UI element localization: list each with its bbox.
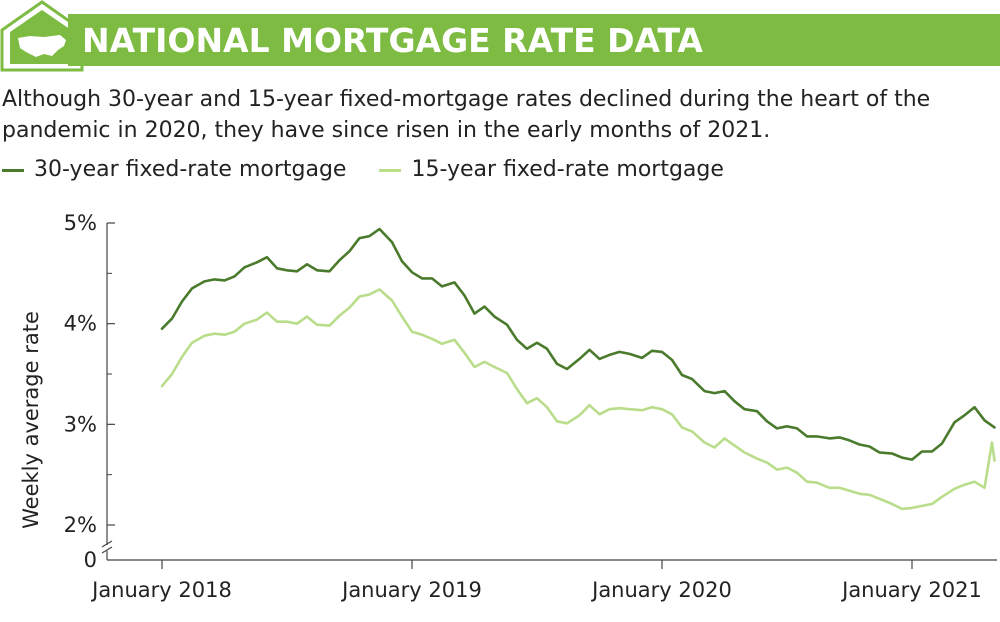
- legend-swatch-15-year: [379, 168, 402, 172]
- legend-label-15-year: 15-year fixed-rate mortgage: [411, 157, 724, 182]
- y-tick-label: 4%: [64, 312, 97, 336]
- chart-series: [160, 227, 996, 511]
- page-title: NATIONAL MORTGAGE RATE DATA: [82, 21, 703, 60]
- y-tick-label: 3%: [64, 412, 97, 436]
- house-logo-svg: [0, 0, 84, 72]
- chart-axes: 2% 3% 4% 5% 0 January 2018 January 2019 January…: [64, 211, 997, 602]
- y-tick-label-zero: 0: [84, 548, 97, 572]
- y-tick-label: 2%: [64, 513, 97, 537]
- title-banner: NATIONAL MORTGAGE RATE DATA: [68, 14, 1000, 66]
- series-line-15-year: [160, 288, 996, 511]
- x-tick-label: January 2018: [90, 578, 232, 602]
- x-tick-label: January 2020: [590, 578, 732, 602]
- legend-label-30-year: 30-year fixed-rate mortgage: [34, 157, 347, 182]
- y-tick-label: 5%: [64, 211, 97, 235]
- series-line-30-year: [160, 227, 996, 461]
- us-map-shape: [18, 35, 66, 57]
- x-tick-label: January 2021: [840, 578, 982, 602]
- y-axis-label: Weekly average rate: [19, 311, 43, 529]
- legend-item-30-year: 30-year fixed-rate mortgage: [2, 157, 346, 182]
- y-axis-break-mark: [101, 540, 113, 548]
- legend-item-15-year: 15-year fixed-rate mortgage: [379, 157, 724, 182]
- chart-subtitle: Although 30-year and 15-year fixed-mortg…: [2, 87, 931, 143]
- y-axis-break-mark: [101, 546, 113, 554]
- x-tick-label: January 2019: [340, 578, 482, 602]
- legend-swatch-30-year: [2, 168, 24, 172]
- chart-legend: 30-year fixed-rate mortgage 15-year fixe…: [2, 157, 750, 187]
- house-logo-icon: [0, 0, 84, 72]
